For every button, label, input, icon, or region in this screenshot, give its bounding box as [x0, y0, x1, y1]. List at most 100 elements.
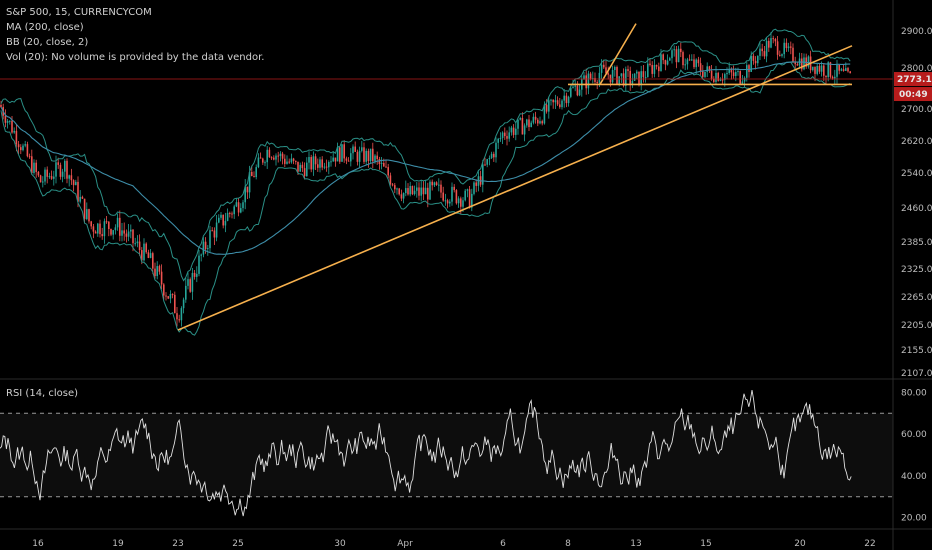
candle-body [11, 120, 13, 133]
candle-body [369, 148, 372, 162]
candle-body [785, 42, 788, 49]
candle-body [237, 202, 240, 213]
candle-body [97, 223, 99, 234]
candle-body [680, 48, 682, 53]
candle-body [726, 72, 728, 75]
candle-body [730, 68, 733, 73]
candle-body [154, 268, 156, 277]
candle-body [279, 153, 282, 157]
last-price-tag [894, 72, 932, 87]
candle-body [26, 144, 29, 157]
bb-lower-line [0, 61, 851, 336]
candle-body [682, 52, 684, 66]
x-tick-label: 19 [112, 539, 124, 549]
candle-body [473, 182, 475, 194]
candle-body [609, 74, 612, 83]
candle-body [838, 64, 840, 71]
candle-body [589, 73, 592, 79]
candle-body [17, 144, 20, 148]
candle-body [625, 69, 627, 86]
candle-body [220, 214, 222, 218]
candle-body [592, 78, 594, 80]
candle-body [246, 186, 249, 193]
candle-body [53, 176, 55, 179]
candle-body [6, 121, 9, 123]
candle-body [169, 294, 172, 299]
candle-body [174, 294, 176, 314]
rsi-indicator-label[interactable]: RSI (14, close) [6, 388, 79, 399]
x-tick-label: 30 [334, 539, 346, 549]
candle-body [570, 87, 572, 97]
candle-body [273, 157, 275, 160]
candle-body [834, 76, 836, 79]
ma-indicator-label[interactable]: MA (200, close) [6, 22, 84, 33]
candle-body [312, 156, 315, 170]
symbol-title[interactable]: S&P 500, 15, CURRENCYCOM [6, 7, 152, 18]
candle-body [702, 71, 704, 77]
candle-body [466, 189, 469, 191]
candle-body [99, 223, 101, 235]
candle-body [816, 66, 818, 74]
candle-body [391, 184, 394, 186]
candle-body [127, 231, 130, 237]
candle-body [226, 212, 229, 221]
candle-body [266, 149, 268, 163]
candle-body [607, 73, 609, 75]
candle-body [70, 175, 73, 181]
volume-indicator-label[interactable]: Vol (20): No volume is provided by the d… [6, 52, 265, 63]
candle-body [297, 161, 299, 172]
candle-body [787, 46, 790, 49]
candle-body [132, 229, 134, 244]
candle-body [636, 71, 638, 74]
candle-body [512, 127, 515, 135]
candle-body [653, 65, 656, 74]
candle-body [779, 54, 781, 56]
candle-body [629, 70, 631, 84]
candle-body [704, 71, 706, 77]
candle-body [211, 230, 213, 232]
candle-body [433, 182, 436, 186]
countdown-value: 00:49 [899, 90, 928, 100]
bb-indicator-label[interactable]: BB (20, close, 2) [6, 37, 89, 48]
candle-body [143, 243, 145, 261]
candle-body [347, 160, 350, 162]
candle-body [688, 59, 691, 61]
candle-body [57, 162, 59, 165]
candle-body [240, 208, 242, 213]
candle-body [829, 62, 832, 77]
candle-body [119, 217, 121, 236]
candle-body [691, 59, 693, 61]
candle-body [576, 85, 579, 96]
candle-body [801, 58, 803, 70]
candle-body [189, 279, 191, 292]
candle-body [497, 138, 499, 143]
candle-body [4, 115, 7, 123]
candle-body [350, 153, 352, 162]
candle-body [831, 76, 834, 79]
candle-body [717, 72, 719, 81]
candle-body [356, 151, 359, 162]
candle-body [290, 158, 293, 163]
candle-body [532, 116, 535, 123]
candle-body [442, 192, 444, 201]
candle-body [484, 164, 486, 166]
candle-body [556, 100, 559, 105]
candle-body [517, 119, 519, 129]
candle-body [561, 100, 563, 108]
candle-body [664, 60, 667, 65]
candle-body [409, 186, 411, 195]
candle-body [218, 217, 220, 223]
candle-body [244, 186, 246, 203]
candle-body [339, 147, 341, 162]
candle-body [768, 40, 770, 48]
y-tick-label: 2800.0 [901, 64, 932, 74]
candle-body [262, 158, 264, 163]
candle-body [94, 231, 97, 234]
candle-body [398, 188, 400, 195]
chart-legend: S&P 500, 15, CURRENCYCOM MA (200, close)… [6, 5, 264, 65]
y-tick-label: 2205.0 [901, 321, 932, 331]
candle-body [330, 161, 332, 163]
candle-body [152, 253, 154, 269]
candle-body [185, 285, 187, 300]
candle-body [176, 313, 178, 320]
